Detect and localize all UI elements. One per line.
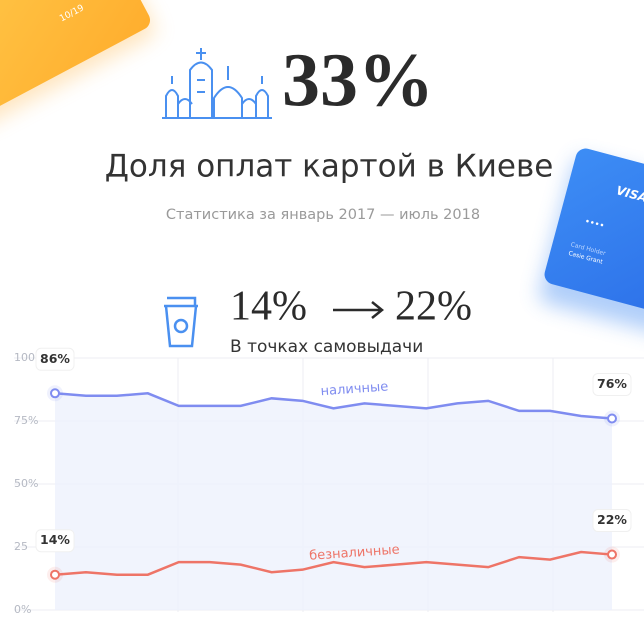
sub-stat-from: 14% xyxy=(230,284,307,330)
series-label: безналичные xyxy=(309,543,400,564)
series-line xyxy=(54,550,613,576)
headline-stat: 33% xyxy=(282,38,434,122)
cup-icon xyxy=(164,296,198,348)
y-tick-label: 100 xyxy=(14,351,35,364)
point xyxy=(607,549,617,560)
arrow xyxy=(333,301,385,319)
data-label: 22% xyxy=(597,512,627,527)
y-tick-label: 75% xyxy=(14,414,38,427)
data-label: 14% xyxy=(40,532,70,547)
point xyxy=(607,413,617,424)
y-tick-label: 50% xyxy=(14,477,38,490)
data-label: 76% xyxy=(597,376,627,391)
church-icon xyxy=(162,48,272,119)
label-bubble xyxy=(35,347,75,371)
headline-title: Доля оплат картой в Киеве xyxy=(105,149,554,185)
y-tick-label: 25 xyxy=(14,540,28,553)
label-bubble xyxy=(592,509,632,533)
series-label: наличные xyxy=(320,380,389,400)
point xyxy=(50,388,60,399)
sub-stat-to: 22% xyxy=(395,284,472,330)
yellow-card: 10/19 xyxy=(0,0,155,129)
blue-card: VISA Card Holder Casie Grant xyxy=(539,148,644,338)
data-label: 86% xyxy=(40,351,70,366)
label-bubble xyxy=(35,529,75,553)
y-tick-label: 0% xyxy=(14,603,31,616)
point xyxy=(50,569,60,580)
label-bubble xyxy=(592,372,632,396)
series-line xyxy=(54,392,613,420)
subtitle: Статистика за январь 2017 — июль 2018 xyxy=(166,207,480,223)
line-chart: 0% 25 50% 75% 100 наличные 86% 76% безналичные 14… xyxy=(14,347,644,616)
sub-stat-caption: В точках самовыдачи xyxy=(230,337,423,357)
area xyxy=(55,393,612,610)
